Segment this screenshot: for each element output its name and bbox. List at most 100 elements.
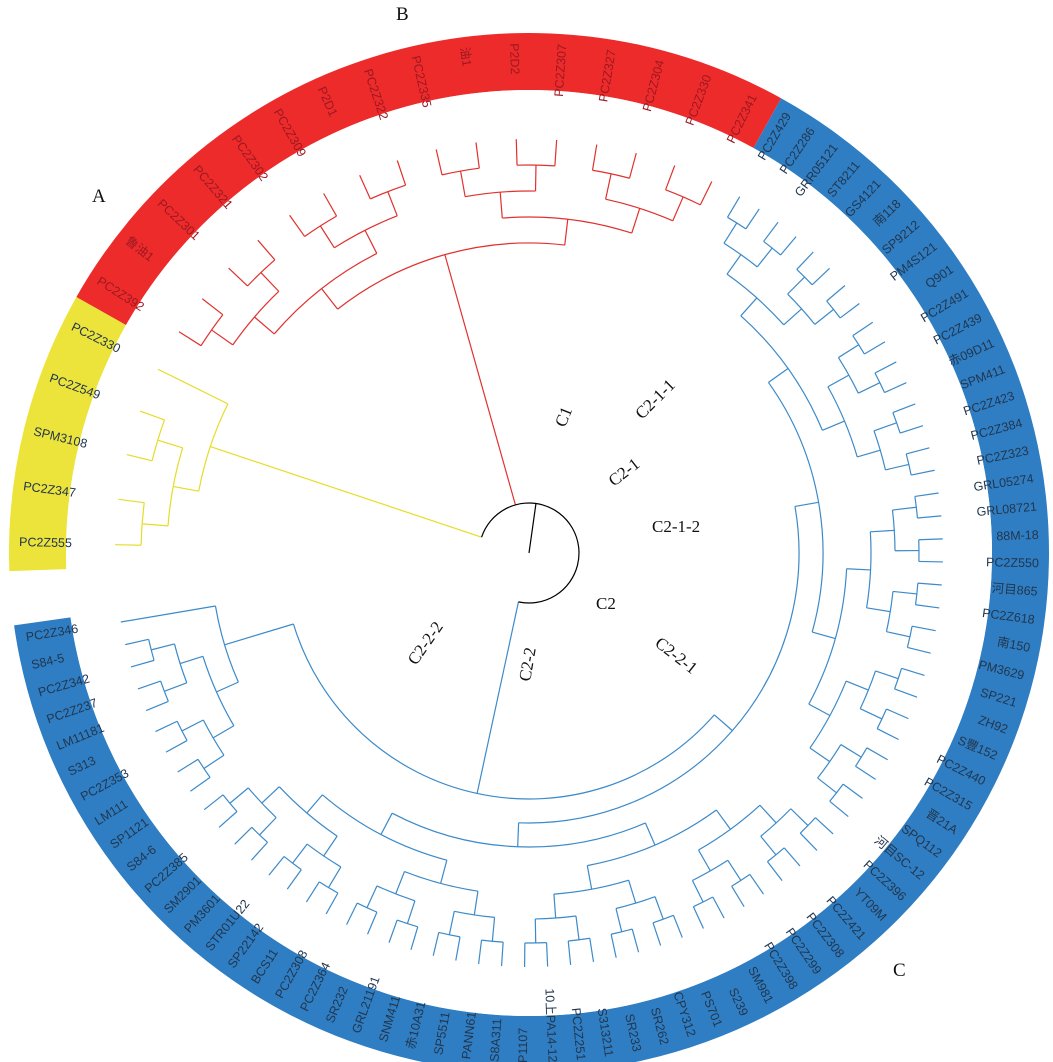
clade_b-branch — [515, 139, 518, 166]
clade_c-branch — [500, 942, 504, 967]
clade_b-branch — [323, 193, 338, 217]
clade_c-branch — [448, 911, 455, 935]
clade_c-branch — [726, 196, 741, 218]
clade_c-branch — [766, 861, 783, 881]
clade_a-branch — [142, 523, 169, 527]
clade_c-branch — [874, 361, 897, 374]
clade_c-branch — [190, 776, 211, 792]
clade_c-branch — [380, 812, 393, 835]
clade_c-join — [692, 859, 729, 882]
clade_c-branch — [911, 625, 936, 632]
clade_b-branch — [260, 272, 280, 292]
clade_c-branch — [545, 942, 549, 967]
clade_c-branch — [852, 321, 874, 337]
clade_b-branch — [319, 225, 335, 249]
clade_c-branch — [914, 492, 939, 498]
clade_b-branch — [359, 174, 371, 200]
clade_c-branch — [842, 783, 863, 799]
clade_b-branch — [396, 160, 407, 186]
clade_c-branch — [346, 902, 358, 925]
clade_c-branch — [799, 832, 818, 851]
leaf-label: P2D2 — [507, 43, 522, 75]
clade-letter-a: A — [92, 186, 106, 207]
clade_b-branch — [459, 170, 466, 197]
leaf-label: PANN61 — [459, 1011, 479, 1060]
clade_c-branch — [155, 720, 178, 733]
clade_c-branch — [125, 638, 149, 646]
clade_c-branch — [723, 222, 738, 244]
clade_b-stem — [444, 254, 517, 506]
clade_c-branch — [177, 758, 199, 773]
clade_c-branch — [367, 911, 378, 935]
clade_b-branch — [257, 239, 276, 261]
leaf-label: 河目865 — [991, 581, 1038, 599]
clade_b-branch — [475, 142, 480, 169]
clade_c-branch — [838, 344, 860, 359]
leaf-label: PC2Z251 — [569, 1007, 588, 1061]
clade_b-branch — [228, 267, 248, 287]
clade_c-branch — [826, 285, 846, 302]
clade_c-branch — [855, 765, 876, 780]
clade_b-branch — [321, 288, 339, 310]
clade_c-branch — [216, 681, 239, 693]
clade_c-stem — [476, 601, 520, 794]
clade_c-join — [826, 300, 841, 319]
clade_c-branch — [589, 938, 595, 963]
clade_b-branch — [554, 139, 558, 166]
clade_c-branch — [864, 341, 886, 355]
clade_c-branch — [857, 449, 881, 458]
clade_a-branch — [173, 485, 199, 492]
clade_c-branch — [410, 926, 419, 950]
leaf-label: PC2Z307 — [552, 44, 569, 98]
clade_c-branch — [917, 582, 942, 586]
clade_c-branch — [644, 822, 656, 846]
clade_c-join — [197, 758, 211, 778]
clade_c-branch — [145, 700, 169, 712]
clade_b-branch — [364, 230, 378, 254]
clade_c-branch — [212, 725, 235, 739]
clade_c-branch — [250, 841, 268, 861]
leaf-label: 南150 — [996, 634, 1032, 655]
clade_c-join — [160, 680, 169, 702]
clade_c-branch — [323, 835, 338, 857]
clade_c-join — [906, 626, 913, 648]
clade_c-branch — [740, 297, 758, 317]
clade_c-branch — [731, 885, 745, 908]
clade_c-branch — [477, 940, 483, 964]
clade_c-branch — [654, 896, 664, 920]
clade-color-bands — [8, 33, 1049, 1062]
clade_b-join — [200, 314, 224, 347]
clade_c-branch — [455, 936, 461, 961]
clade_c-branch — [886, 631, 911, 638]
clade_c-branch — [181, 719, 204, 732]
clade_c-branch — [328, 866, 342, 888]
clade_b-branch — [672, 196, 684, 222]
clade_c-join — [763, 240, 781, 256]
root-arc — [481, 502, 580, 604]
clade_c-branch — [790, 808, 809, 826]
leaf-label: PC2Z550 — [986, 555, 1039, 570]
clade_c-branch — [829, 800, 849, 818]
clade_c-branch — [261, 786, 280, 804]
clade_c-branch — [918, 560, 943, 563]
clade_b-branch — [631, 208, 641, 234]
clade_c-branch — [325, 892, 339, 915]
clade_b-branch — [211, 329, 234, 346]
clade_c-branch — [892, 506, 917, 511]
clade_b-join — [592, 169, 630, 179]
clade_c-branch — [691, 880, 704, 903]
leaf-label: 10上PA14-12 — [542, 988, 559, 1062]
clade_c-branch — [517, 822, 520, 847]
clade_a-join — [140, 502, 145, 546]
clade_c-branch — [866, 607, 891, 613]
clade_c-branch — [179, 655, 204, 665]
clade_a-branch — [139, 410, 165, 421]
clade_c-branch — [306, 794, 323, 814]
clade-letter-c: C — [893, 960, 906, 981]
clade_b-branch — [699, 181, 713, 206]
clade_c-branch — [575, 915, 580, 940]
clade_c-branch — [712, 896, 725, 919]
clade_b-branch — [591, 144, 598, 171]
clade_c-branch — [388, 919, 398, 943]
clade_c-branch — [794, 501, 819, 508]
